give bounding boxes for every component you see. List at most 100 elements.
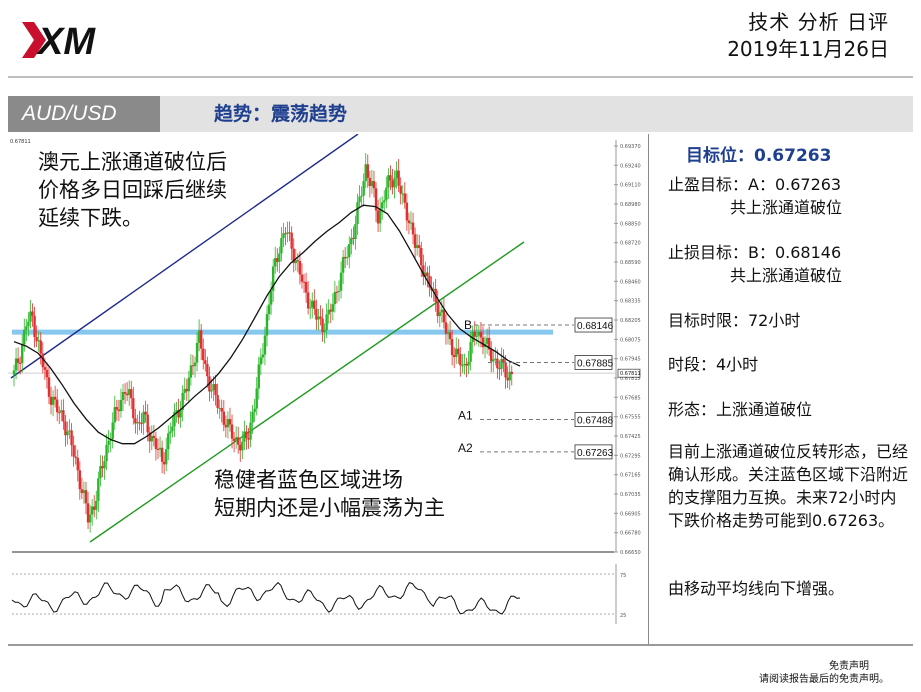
candle-body [492, 359, 495, 362]
candle-body [348, 244, 351, 258]
chart-note-top: 澳元上涨通道破位后 价格多日回踩后继续 延续下跌。 [38, 148, 227, 232]
candle-body [378, 208, 382, 224]
candle-body [14, 358, 18, 371]
candle-body [37, 340, 40, 342]
channel-upper-line [10, 134, 359, 379]
candle-body [306, 292, 310, 309]
candle-body [288, 232, 291, 234]
candle-body [45, 369, 49, 378]
time-limit: 目标时限：72小时 [668, 311, 801, 330]
candle-body [352, 237, 355, 239]
level-name-label: A1 [458, 409, 473, 423]
candle-body [33, 315, 36, 337]
candle-body [90, 506, 94, 515]
candle-body [267, 304, 271, 315]
candle-body [380, 202, 384, 209]
candle-body [325, 314, 328, 331]
panel-divider [648, 134, 649, 644]
candle-body [18, 362, 22, 364]
candle-body [364, 164, 367, 182]
candle-body [103, 461, 106, 469]
level-box [574, 355, 613, 370]
level-box [574, 444, 613, 460]
candle-body [140, 423, 143, 425]
candle-body [477, 331, 481, 336]
candle-body [72, 445, 75, 457]
candle-body [253, 408, 256, 412]
candle-body [60, 410, 63, 413]
stop-loss-block: 止损目标：B：0.68146 共上涨通道破位 [668, 241, 842, 287]
candle-body [391, 180, 394, 188]
y-tick-label: 0.67425 [620, 434, 641, 440]
candle-body [261, 354, 265, 358]
candle-body [444, 322, 448, 334]
candle-body [471, 331, 474, 343]
candle-body [105, 444, 108, 462]
candle-body [12, 370, 16, 375]
candle-body [450, 339, 454, 356]
candle-body [366, 164, 369, 178]
y-tick-label: 0.68075 [620, 337, 641, 343]
candle-body [432, 288, 435, 291]
candle-body [274, 258, 277, 267]
candle-body [226, 419, 230, 428]
candle-body [343, 256, 347, 259]
candle-body [393, 178, 396, 188]
footer-divider [8, 644, 913, 646]
candle-body [333, 291, 337, 305]
candle-body [494, 358, 497, 360]
candle-body [93, 506, 96, 510]
candle-body [95, 500, 98, 510]
candle-body [339, 272, 343, 291]
candle-body [452, 355, 456, 358]
candle-body [341, 256, 345, 273]
candle-body [212, 384, 215, 391]
timeframe: 时段：4小时 [668, 355, 759, 374]
candle-body [31, 311, 34, 316]
candle-body [16, 358, 20, 363]
candle-body [415, 245, 419, 248]
candle-body [171, 426, 174, 432]
y-tick-label: 0.68460 [620, 279, 641, 285]
price-chart: 0.69370 0.69240 0.69110 0.68980 0.68850 0.687… [8, 134, 648, 642]
candle-body [304, 281, 308, 293]
candle-body [487, 337, 491, 350]
y-tick-label: 0.66650 [620, 550, 641, 556]
candle-body [146, 414, 149, 433]
candle-body [241, 441, 244, 451]
candle-body [403, 193, 407, 203]
candle-body [385, 187, 388, 201]
candle-body [331, 304, 335, 312]
candle-body [144, 411, 147, 415]
candle-body [405, 202, 409, 221]
candle-body [82, 490, 86, 494]
candle-body [397, 170, 400, 186]
candle-body [467, 361, 470, 366]
candle-body [362, 181, 365, 196]
level-name-label: A2 [458, 441, 473, 455]
level-value-label: 0.67885 [577, 359, 614, 370]
candle-body [167, 433, 170, 450]
take-profit-line1: 止盈目标：A：0.67263 [668, 175, 842, 194]
candle-body [64, 421, 67, 436]
candle-body [121, 392, 125, 401]
candle-body [498, 368, 501, 370]
osc-tick-25: 25 [620, 613, 626, 619]
candle-body [214, 384, 217, 396]
y-tick-label: 0.67295 [620, 453, 641, 459]
candle-body [383, 200, 386, 203]
candle-body [177, 410, 180, 418]
candle-body [181, 392, 184, 411]
candle-body [35, 336, 38, 342]
report-title: 技术 分析 日评 [748, 10, 889, 34]
candle-body [426, 272, 429, 276]
stop-loss-line1: 止损目标：B：0.68146 [668, 243, 842, 262]
candle-body [323, 330, 326, 333]
candle-body [455, 348, 458, 358]
level-value-label: 0.68146 [577, 321, 614, 332]
candle-body [387, 175, 390, 188]
candle-body [39, 340, 42, 354]
candle-body [86, 503, 90, 523]
candle-body [148, 432, 151, 442]
candle-body [224, 424, 228, 428]
